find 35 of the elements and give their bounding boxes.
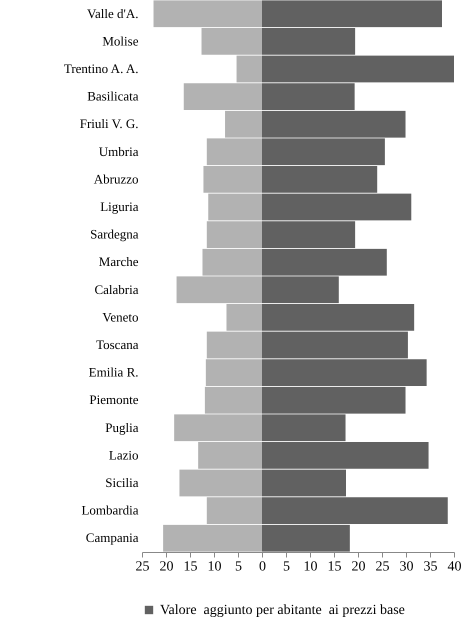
x-tick-label: 20: [160, 560, 174, 574]
y-tick-label: Umbria: [98, 144, 139, 159]
legend-label: Valore aggiunto per abitante ai prezzi base: [160, 603, 405, 618]
y-tick-label: Liguria: [100, 199, 139, 214]
y-tick-label: Sardegna: [90, 226, 139, 242]
x-tick-label: 35: [424, 560, 438, 574]
y-tick-label: Veneto: [102, 309, 138, 324]
x-tick-label: 25: [136, 560, 150, 574]
y-tick-label: Friuli V. G.: [80, 116, 138, 132]
y-tick-label: Lombardia: [81, 502, 139, 518]
x-tick-label: 20: [352, 560, 366, 574]
y-tick-label: Emilia R.: [88, 364, 138, 380]
x-tick-label: 5: [283, 560, 290, 574]
x-tick-label: 30: [400, 560, 414, 574]
y-tick-label: Lazio: [108, 447, 138, 462]
y-tick-label: Abruzzo: [94, 171, 138, 186]
y-tick-label: Toscana: [96, 337, 139, 352]
y-tick-label: Basilicata: [87, 88, 139, 104]
x-tick-label: 5: [235, 560, 242, 574]
x-tick-label: 15: [328, 560, 342, 574]
y-tick-label: Calabria: [94, 282, 139, 297]
x-tick-label: 40: [448, 560, 462, 574]
y-tick-label: Molise: [102, 33, 139, 48]
y-tick-label: Valle d'A.: [87, 6, 138, 21]
y-tick-label: Piemonte: [89, 392, 139, 408]
x-tick-label: 0: [259, 560, 266, 574]
x-tick-label: 15: [184, 560, 198, 574]
x-tick-label: 25: [376, 560, 390, 574]
y-tick-label: Campania: [86, 530, 139, 546]
y-tick-label: Sicilia: [105, 475, 139, 490]
x-tick-label: 10: [304, 560, 318, 574]
y-tick-label: Trentino A. A.: [64, 61, 138, 76]
y-tick-label: Puglia: [105, 420, 139, 435]
y-tick-label: Marche: [98, 254, 139, 270]
x-tick-label: 10: [208, 560, 222, 574]
